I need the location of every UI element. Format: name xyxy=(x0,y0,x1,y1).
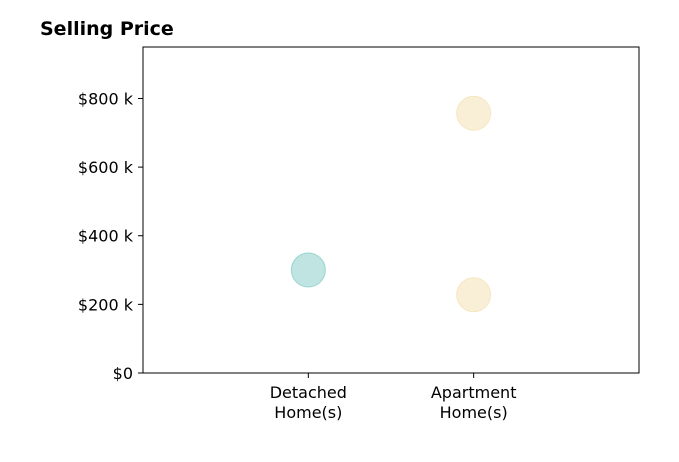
y-tick-label: $0 xyxy=(113,364,133,383)
y-tick-label: $800 k xyxy=(78,89,134,108)
y-tick-label: $600 k xyxy=(78,158,134,177)
chart-title: Selling Price xyxy=(40,18,174,40)
data-point xyxy=(456,277,492,313)
x-tick-label: Apartment Home(s) xyxy=(431,383,517,422)
y-axis: $0 $200 k $400 k $600 k $800 k xyxy=(78,89,143,383)
data-points xyxy=(290,95,492,313)
y-tick-label: $200 k xyxy=(78,295,134,314)
data-point xyxy=(290,252,326,288)
y-tick-label: $400 k xyxy=(78,227,134,246)
plot-frame xyxy=(142,46,640,374)
data-point xyxy=(456,95,492,131)
x-axis: Detached Home(s) Apartment Home(s) xyxy=(270,373,517,422)
x-tick-label: Detached Home(s) xyxy=(270,383,347,422)
